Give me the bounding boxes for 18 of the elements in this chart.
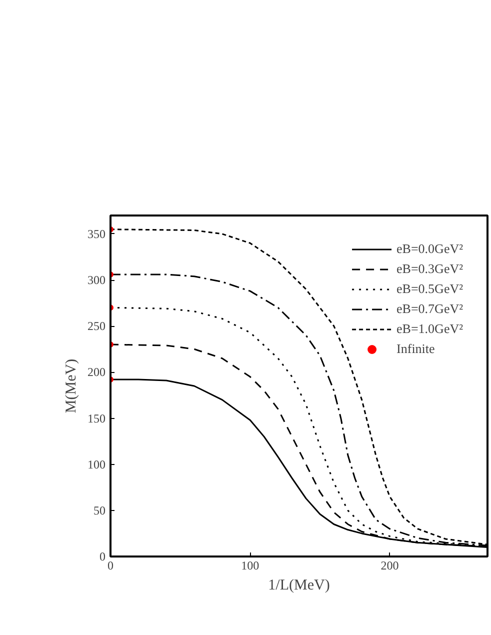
x-tick-label: 200 bbox=[380, 558, 399, 572]
legend-label: eB=0.3GeV² bbox=[396, 261, 463, 277]
y-tick-label: 100 bbox=[88, 457, 106, 472]
legend-label: eB=1.0GeV² bbox=[396, 321, 463, 337]
y-tick-label: 0 bbox=[100, 550, 106, 564]
legend-label: eB=0.7GeV² bbox=[396, 301, 463, 317]
y-tick-label: 150 bbox=[88, 411, 106, 426]
legend-label: eB=0.0GeV² bbox=[396, 241, 463, 257]
x-axis-title: 1/L(MeV) bbox=[268, 578, 330, 594]
y-axis-title: M(MeV) bbox=[64, 358, 80, 414]
legend-label: eB=0.5GeV² bbox=[396, 281, 463, 297]
x-tick-label: 100 bbox=[241, 558, 260, 572]
y-tick-label: 250 bbox=[88, 319, 106, 334]
y-tick-label: 200 bbox=[88, 365, 106, 380]
y-tick-label: 300 bbox=[88, 273, 106, 288]
y-tick-label: 50 bbox=[94, 503, 106, 518]
legend-label: Infinite bbox=[396, 341, 435, 357]
y-tick-label: 350 bbox=[88, 226, 106, 241]
